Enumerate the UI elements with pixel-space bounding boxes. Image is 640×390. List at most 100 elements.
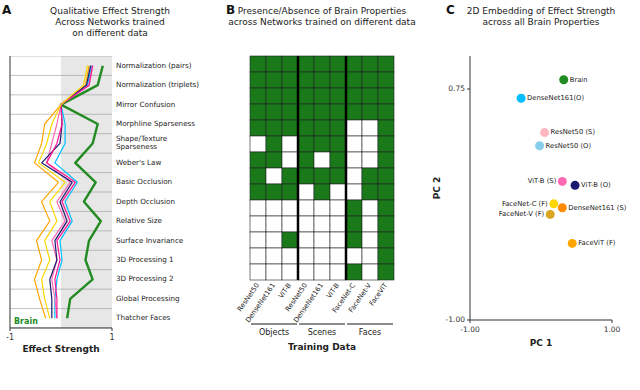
cell bbox=[266, 168, 282, 184]
cell bbox=[330, 56, 346, 72]
point bbox=[558, 203, 567, 212]
x-tick bbox=[10, 328, 11, 331]
cell bbox=[314, 88, 330, 104]
group-label: Objects bbox=[259, 328, 289, 337]
x-tick-label: FaceNet-V bbox=[347, 281, 373, 314]
category-label: Normalization (triplets) bbox=[116, 80, 199, 89]
cell bbox=[266, 184, 282, 200]
cell bbox=[378, 120, 394, 136]
category-label: Normalization (pairs) bbox=[116, 61, 192, 70]
text-line: Qualitative Effect Strength bbox=[50, 6, 170, 16]
cell bbox=[378, 200, 394, 216]
group-bracket bbox=[251, 324, 297, 325]
cell bbox=[314, 184, 330, 200]
cell bbox=[266, 88, 282, 104]
series-line bbox=[39, 66, 88, 319]
title: Presence/Absence of Brain Propertiesacro… bbox=[228, 6, 415, 27]
series-line bbox=[61, 66, 103, 319]
cell bbox=[314, 136, 330, 152]
y-tick bbox=[467, 89, 470, 90]
y-axis-label: PC 2 bbox=[432, 177, 442, 200]
y-tick bbox=[467, 320, 470, 321]
point bbox=[559, 75, 568, 84]
cell bbox=[298, 264, 314, 280]
x-axis-line bbox=[10, 328, 112, 329]
panel-label: B bbox=[226, 3, 235, 17]
plot-area bbox=[10, 56, 112, 328]
cell bbox=[250, 136, 266, 152]
cell bbox=[250, 264, 266, 280]
row-separator bbox=[10, 153, 112, 154]
category-label: Mirror Confusion bbox=[116, 100, 175, 109]
point-label: ResNet50 (S) bbox=[551, 128, 596, 136]
cell bbox=[266, 104, 282, 120]
point-label: DenseNet161 (S) bbox=[568, 204, 626, 212]
cell bbox=[346, 232, 362, 248]
cell bbox=[362, 136, 378, 152]
cell bbox=[378, 232, 394, 248]
point bbox=[535, 141, 544, 150]
cell bbox=[378, 88, 394, 104]
y-axis-line bbox=[470, 56, 471, 320]
cell bbox=[362, 264, 378, 280]
row-separator bbox=[10, 308, 112, 309]
cell bbox=[266, 264, 282, 280]
cell bbox=[298, 168, 314, 184]
title: 2D Embedding of Effect Strengthacross al… bbox=[467, 6, 616, 27]
cell bbox=[378, 136, 394, 152]
cell bbox=[250, 216, 266, 232]
row-separator bbox=[10, 192, 112, 193]
point-label: ResNet50 (O) bbox=[546, 142, 592, 150]
x-tick-label: 1.00 bbox=[604, 325, 621, 334]
row-separator bbox=[10, 289, 112, 290]
cell bbox=[282, 248, 298, 264]
cell bbox=[362, 56, 378, 72]
series-line bbox=[47, 66, 93, 319]
category-label: Weber's Law bbox=[116, 158, 161, 167]
x-tick-label: DenseNet161 bbox=[244, 282, 277, 325]
x-tick-label: -1 bbox=[6, 333, 14, 342]
text-line: 2D Embedding of Effect Strength bbox=[467, 6, 616, 16]
cell bbox=[282, 232, 298, 248]
cell bbox=[330, 168, 346, 184]
cell bbox=[346, 56, 362, 72]
cell bbox=[250, 184, 266, 200]
category-label: Depth Occlusion bbox=[116, 197, 175, 206]
cell bbox=[378, 56, 394, 72]
x-axis-label: Effect Strength bbox=[22, 344, 99, 354]
cell bbox=[282, 56, 298, 72]
cell bbox=[298, 184, 314, 200]
cell bbox=[250, 56, 266, 72]
point-label: Brain bbox=[570, 76, 588, 84]
cell bbox=[346, 216, 362, 232]
cell bbox=[346, 104, 362, 120]
cell bbox=[298, 216, 314, 232]
cell bbox=[378, 72, 394, 88]
category-label: 3D Processing 1 bbox=[116, 255, 174, 264]
cell bbox=[282, 136, 298, 152]
series-line bbox=[34, 66, 89, 319]
text-line: on different data bbox=[72, 28, 147, 38]
point bbox=[517, 94, 526, 103]
cell bbox=[266, 200, 282, 216]
text-line: across Networks trained on different dat… bbox=[228, 17, 415, 27]
cell bbox=[330, 216, 346, 232]
cell bbox=[266, 232, 282, 248]
cell bbox=[330, 104, 346, 120]
cell bbox=[282, 104, 298, 120]
group-label: Faces bbox=[359, 328, 381, 337]
cell bbox=[282, 264, 298, 280]
cell bbox=[346, 184, 362, 200]
cell bbox=[298, 232, 314, 248]
x-axis-line bbox=[470, 320, 612, 321]
category-label: 3D Processing 2 bbox=[116, 274, 174, 283]
cell bbox=[378, 184, 394, 200]
series-line bbox=[42, 66, 91, 319]
cell bbox=[314, 72, 330, 88]
x-tick-label: 1 bbox=[109, 333, 114, 342]
series-line bbox=[47, 66, 93, 319]
series-line bbox=[55, 66, 92, 319]
cell bbox=[266, 136, 282, 152]
cell bbox=[362, 72, 378, 88]
group-label: Scenes bbox=[308, 328, 337, 337]
